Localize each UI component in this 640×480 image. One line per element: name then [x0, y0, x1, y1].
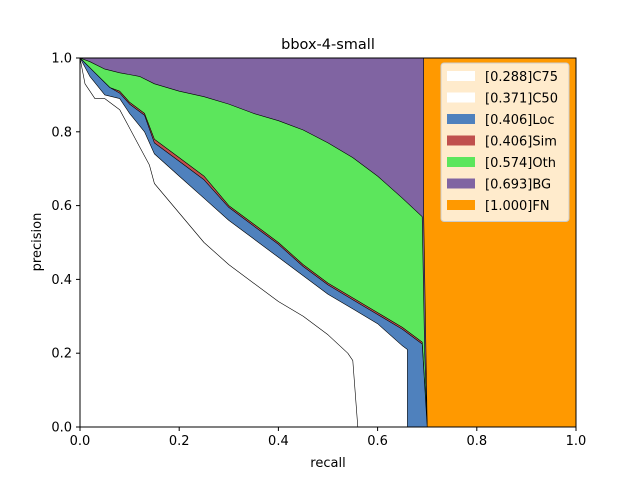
legend: [0.288]C75 [0.371]C50 [0.406]Loc [0.406]Sim…: [440, 62, 570, 222]
series-areas: [79, 57, 577, 428]
x-tick-label: 0.6: [367, 434, 388, 449]
legend-label-0-693-bg: [0.693]BG: [485, 178, 551, 193]
y-tick-label: 0.4: [51, 273, 72, 288]
legend-label-0-371-c50: [0.371]C50: [485, 92, 558, 107]
x-tick-label: 0.8: [466, 434, 487, 449]
y-tick-label: 0.2: [51, 347, 72, 362]
legend-label-1-000-fn: [1.000]FN: [485, 199, 550, 214]
legend-swatch-0-406-sim: [447, 135, 475, 146]
legend-swatch-0-288-c75: [447, 71, 475, 81]
area-0-288-c75: [79, 57, 359, 428]
axis-ticks: 0.0 0.2 0.4 0.6 0.8 1.0 0.0 0.2 0.4 0.6 0.8 1.0: [51, 52, 586, 450]
legend-label-0-574-oth: [0.574]Oth: [485, 156, 556, 171]
y-tick-label: 1.0: [51, 52, 72, 67]
legend-label-0-406-sim: [0.406]Sim: [485, 135, 557, 150]
legend-swatch-1-000-fn: [447, 200, 475, 210]
x-tick-label: 0.0: [70, 434, 91, 449]
x-tick-label: 0.4: [268, 434, 289, 449]
y-tick-label: 0.6: [51, 199, 72, 214]
legend-label-0-288-c75: [0.288]C75: [485, 70, 558, 85]
y-axis-label: precision: [30, 213, 45, 272]
x-tick-label: 1.0: [566, 434, 587, 449]
legend-label-0-406-loc: [0.406]Loc: [485, 113, 554, 128]
x-axis-label: recall: [310, 456, 345, 471]
y-tick-label: 0.0: [51, 421, 72, 436]
plot-frame: [79, 57, 577, 428]
legend-swatch-0-574-oth: [447, 157, 475, 167]
chart-title: bbox-4-small: [281, 37, 375, 53]
y-tick-label: 0.8: [51, 125, 72, 140]
legend-swatch-0-371-c50: [447, 92, 475, 103]
legend-swatch-0-406-loc: [447, 114, 475, 124]
legend-swatch-0-693-bg: [447, 178, 475, 189]
x-tick-label: 0.2: [169, 434, 190, 449]
